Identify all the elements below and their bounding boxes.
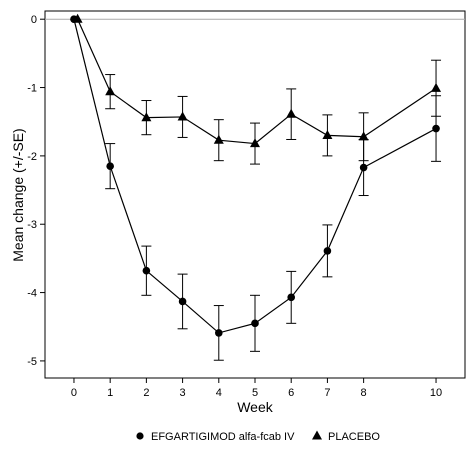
- series-placebo: [72, 13, 442, 165]
- data-point: [106, 162, 114, 170]
- x-tick-label: 0: [71, 387, 77, 399]
- series-efgartigimod: [70, 15, 442, 361]
- data-point: [359, 163, 368, 172]
- data-point: [178, 297, 187, 306]
- data-point: [72, 13, 83, 23]
- legend-label-efgartigimod: EFGARTIGIMOD alfa-fcab IV: [151, 431, 295, 443]
- data-point: [250, 138, 260, 148]
- series-line: [77, 18, 437, 145]
- data-point: [142, 266, 151, 275]
- data-point: [141, 112, 152, 122]
- y-axis-label: Mean change (+/-SE): [10, 128, 26, 261]
- y-tick-label: -2: [27, 151, 37, 163]
- data-point: [214, 329, 223, 337]
- data-point: [358, 131, 369, 141]
- data-point: [213, 134, 224, 144]
- data-point: [432, 124, 440, 133]
- data-point: [322, 129, 333, 139]
- data-point: [177, 111, 188, 121]
- legend-marker-triangle: [312, 430, 322, 440]
- data-point: [251, 319, 259, 328]
- x-tick-label: 1: [107, 387, 113, 399]
- data-point: [431, 82, 442, 92]
- x-tick-label: 2: [143, 387, 149, 399]
- x-tick-label: 4: [216, 387, 222, 399]
- x-tick-label: 5: [252, 387, 258, 399]
- x-tick-label: 6: [288, 387, 294, 399]
- x-tick-label: 8: [361, 387, 367, 399]
- data-point: [287, 293, 296, 302]
- data-point: [105, 86, 116, 96]
- x-tick-label: 7: [324, 387, 330, 399]
- legend-item-efgartigimod: EFGARTIGIMOD alfa-fcab IV: [136, 431, 295, 443]
- legend-item-placebo: PLACEBO: [312, 430, 380, 443]
- x-tick-label: 10: [430, 387, 442, 399]
- legend-label-placebo: PLACEBO: [328, 431, 380, 443]
- legend: EFGARTIGIMOD alfa-fcab IV PLACEBO: [136, 430, 380, 443]
- x-tick-label: 3: [180, 387, 186, 399]
- x-axis-label: Week: [237, 399, 274, 415]
- y-tick-label: -4: [27, 288, 37, 300]
- series-layer: [70, 13, 442, 361]
- series-line: [73, 19, 437, 334]
- legend-marker-circle: [136, 432, 144, 440]
- y-tick-label: 0: [31, 14, 37, 26]
- y-tick-label: -1: [27, 83, 37, 95]
- y-tick-label: -5: [27, 356, 37, 368]
- data-point: [286, 108, 297, 118]
- axes: 0 -1 -2 -3 -4 -5 0 1 2 3 4 5 6 7 8 10: [27, 10, 466, 399]
- y-tick-label: -3: [27, 219, 37, 231]
- data-point: [323, 247, 332, 255]
